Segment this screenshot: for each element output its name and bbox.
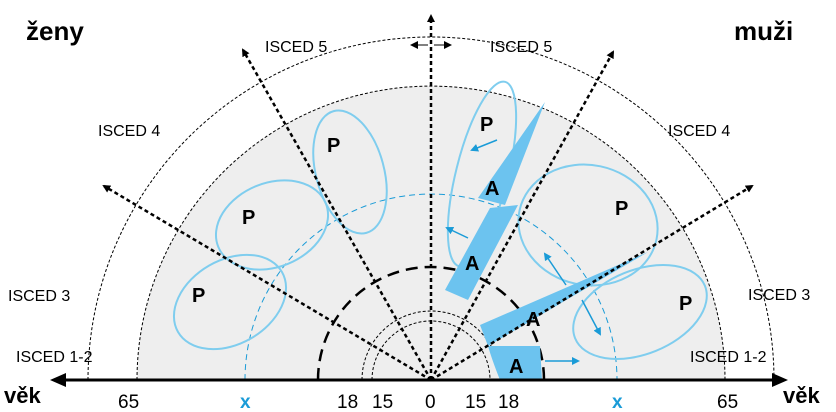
a-label-3: A bbox=[526, 309, 540, 331]
tick-left-65: 65 bbox=[118, 392, 139, 412]
tick-zero: 0 bbox=[425, 392, 436, 412]
isced-left-5: ISCED 5 bbox=[265, 39, 327, 56]
a-shape-bottom bbox=[488, 346, 542, 380]
growth-arrows bbox=[445, 139, 601, 365]
arc-15a bbox=[361, 310, 501, 381]
axis-arrow-right bbox=[772, 373, 788, 387]
tick-right-15: 15 bbox=[465, 392, 486, 412]
ray-left-4 bbox=[102, 184, 432, 382]
arc-65 bbox=[136, 85, 726, 381]
tick-right-65: 65 bbox=[717, 392, 738, 412]
p-left-2: P bbox=[242, 207, 255, 229]
p-right-1: P bbox=[480, 114, 493, 136]
tick-right-x: x bbox=[612, 392, 623, 412]
tick-left-15: 15 bbox=[372, 392, 393, 412]
axis-label-left: věk bbox=[4, 383, 41, 408]
p-right-3: P bbox=[679, 293, 692, 315]
isced-labels-left: ISCED 5 ISCED 4 ISCED 3 ISCED 1-2 bbox=[8, 39, 327, 366]
a-shape-top bbox=[478, 102, 545, 205]
p-left-3: P bbox=[327, 135, 340, 157]
arrow-2 bbox=[445, 226, 469, 239]
isced-left-3: ISCED 3 bbox=[8, 288, 70, 305]
isced-left-4: ISCED 4 bbox=[98, 123, 160, 140]
a-label-4: A bbox=[509, 356, 523, 378]
isced-right-3: ISCED 3 bbox=[748, 287, 810, 304]
tick-left-18: 18 bbox=[337, 392, 358, 412]
isced-right-5: ISCED 5 bbox=[490, 39, 552, 56]
ellipse-left-1 bbox=[172, 253, 288, 351]
ray-left-5 bbox=[241, 48, 433, 381]
axis-label-right: věk bbox=[783, 383, 820, 408]
ellipse-left-3 bbox=[312, 109, 388, 235]
arrow-3 bbox=[543, 252, 567, 286]
isced-labels-right: ISCED 5 ISCED 4 ISCED 3 ISCED 1-2 bbox=[490, 39, 810, 366]
arrow-1 bbox=[470, 139, 498, 152]
a-label-2: A bbox=[465, 253, 479, 275]
a-labels: A A A A bbox=[465, 178, 540, 378]
label-men: muži bbox=[734, 16, 793, 46]
tick-right-18: 18 bbox=[498, 392, 519, 412]
arc-outer bbox=[87, 36, 775, 381]
a-shape-middle bbox=[445, 205, 518, 300]
label-women: ženy bbox=[26, 16, 84, 46]
axis-arrow-left bbox=[50, 373, 66, 387]
isced-right-12: ISCED 1-2 bbox=[690, 349, 767, 366]
isced-rays bbox=[102, 14, 754, 382]
ellipse-right-3 bbox=[572, 264, 708, 360]
grey-region bbox=[137, 86, 725, 381]
isced-right-4: ISCED 4 bbox=[668, 123, 730, 140]
p-right-2: P bbox=[615, 198, 628, 220]
a-label-1: A bbox=[485, 178, 499, 200]
isced-left-12: ISCED 1-2 bbox=[16, 349, 93, 366]
p-labels: P P P P P P bbox=[192, 114, 692, 315]
tick-left-x: x bbox=[240, 392, 251, 412]
tick-labels: 65 x 18 15 0 15 18 x 65 bbox=[118, 392, 738, 412]
arrow-4 bbox=[581, 299, 601, 336]
p-left-1: P bbox=[192, 285, 205, 307]
